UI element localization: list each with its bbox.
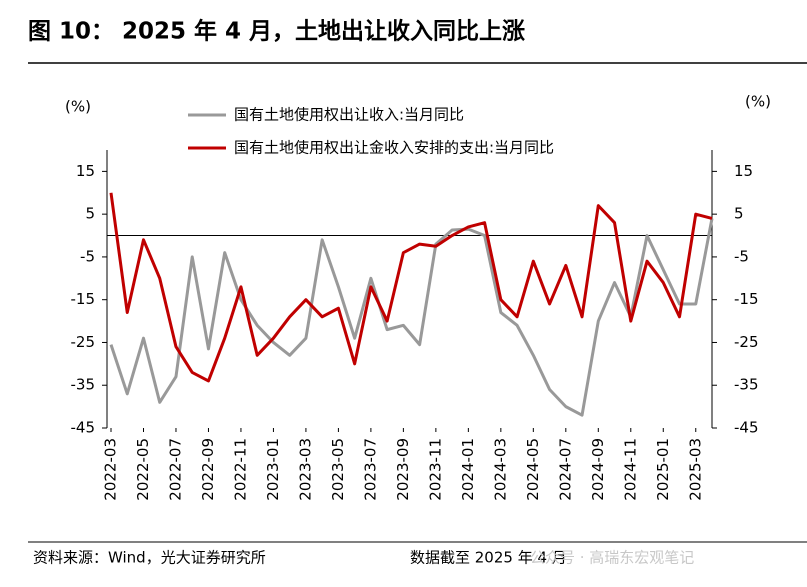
watermark: 公众号 · 高瑞东宏观笔记 xyxy=(530,549,694,567)
series-line xyxy=(109,218,714,417)
y-tick-label: -25 xyxy=(71,333,96,351)
x-tick-label: 2024-07 xyxy=(556,438,574,501)
footer-date: 数据截至 2025 年 4 月 xyxy=(410,549,567,567)
x-tick-label: 2022-05 xyxy=(134,438,152,501)
y2-axis-label: (%) xyxy=(745,93,771,111)
y-tick-label: -15 xyxy=(71,290,96,308)
y2-tick-label: -35 xyxy=(734,376,759,394)
x-tick-label: 2023-01 xyxy=(264,438,282,501)
y-tick-label: -45 xyxy=(71,419,96,437)
footer-source: 资料来源：Wind，光大证券研究所 xyxy=(33,549,266,567)
chart-title: 图 10： 2025 年 4 月，土地出让收入同比上涨 xyxy=(28,18,525,45)
y2-tick-label: 15 xyxy=(734,162,753,180)
y2-tick-label: 5 xyxy=(734,205,744,223)
x-tick-label: 2024-11 xyxy=(621,438,639,501)
y-tick-label: 5 xyxy=(85,205,95,223)
y-tick-label: -5 xyxy=(80,247,95,265)
x-tick-label: 2023-09 xyxy=(394,438,412,501)
x-tick-label: 2023-05 xyxy=(329,438,347,501)
legend-label: 国有土地使用权出让收入:当月同比 xyxy=(234,106,464,124)
x-tick-label: 2022-11 xyxy=(231,438,249,501)
y-tick-label: -35 xyxy=(71,376,96,394)
x-tick-label: 2024-01 xyxy=(459,438,477,501)
x-tick-label: 2023-11 xyxy=(426,438,444,501)
y2-tick-label: -15 xyxy=(734,290,759,308)
y2-tick-label: -5 xyxy=(734,247,749,265)
y-tick-label: 15 xyxy=(76,162,95,180)
x-tick-label: 2024-09 xyxy=(589,438,607,501)
x-tick-label: 2022-03 xyxy=(102,438,120,501)
legend-label: 国有土地使用权出让金收入安排的支出:当月同比 xyxy=(234,139,554,157)
y2-tick-label: -45 xyxy=(734,419,759,437)
x-tick-label: 2023-03 xyxy=(296,438,314,501)
series-line xyxy=(109,192,713,383)
x-tick-label: 2023-07 xyxy=(361,438,379,501)
x-tick-label: 2022-07 xyxy=(166,438,184,501)
x-tick-label: 2024-05 xyxy=(524,438,542,501)
x-tick-label: 2025-03 xyxy=(686,438,704,501)
y2-tick-label: -25 xyxy=(734,333,759,351)
x-tick-label: 2025-01 xyxy=(654,438,672,501)
x-tick-label: 2024-03 xyxy=(491,438,509,501)
y-axis-label: (%) xyxy=(65,98,91,116)
x-tick-label: 2022-09 xyxy=(199,438,217,501)
